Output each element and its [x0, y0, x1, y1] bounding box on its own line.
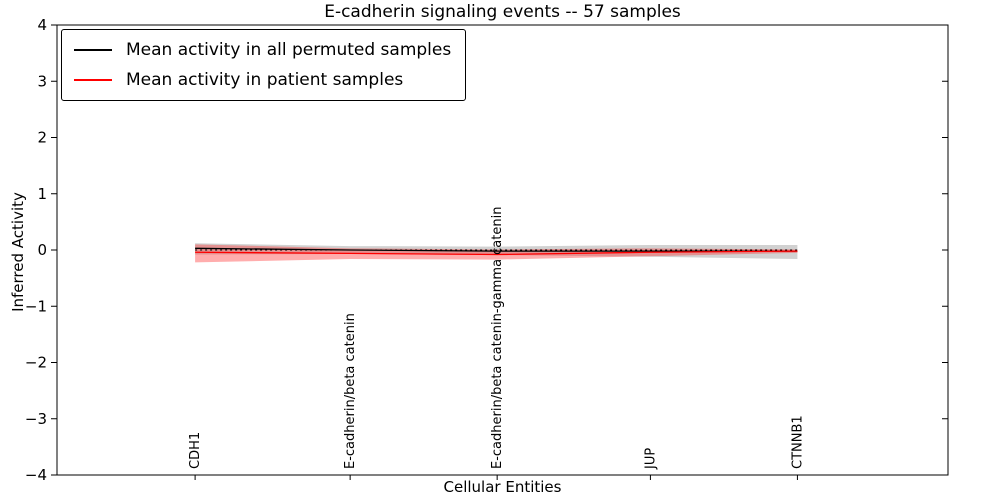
legend-item-permuted: Mean activity in all permuted samples — [74, 36, 451, 64]
chart-title: E-cadherin signaling events -- 57 sample… — [324, 2, 681, 22]
y-tick-label: 1 — [37, 185, 47, 203]
y-tick-label: 4 — [37, 16, 47, 34]
y-tick-label: −2 — [25, 354, 47, 372]
legend-label-permuted: Mean activity in all permuted samples — [126, 40, 452, 60]
y-tick-label: 3 — [37, 72, 47, 90]
y-tick-label: 0 — [37, 241, 47, 259]
x-tick-label: CDH1 — [188, 432, 203, 469]
legend-label-patient: Mean activity in patient samples — [126, 70, 404, 90]
patient-confidence-band — [195, 244, 798, 263]
permuted-mean-line — [195, 247, 798, 252]
x-tick-label: JUP — [643, 448, 658, 470]
y-axis-label: Inferred Activity — [9, 192, 27, 312]
y-tick-label: 2 — [37, 129, 47, 147]
legend-item-patient: Mean activity in patient samples — [74, 66, 451, 94]
y-tick-label: −3 — [25, 410, 47, 428]
x-tick-label: E-cadherin/beta catenin-gamma catenin — [490, 207, 505, 469]
x-axis-label: Cellular Entities — [443, 478, 562, 496]
y-tick-label: −1 — [25, 297, 47, 315]
legend-line-patient-icon — [74, 79, 112, 81]
patient-mean-line — [195, 250, 798, 256]
legend-line-permuted-icon — [74, 49, 112, 51]
legend: Mean activity in all permuted samples Me… — [61, 29, 467, 101]
x-tick-label: CTNNB1 — [790, 415, 805, 469]
y-tick-label: −4 — [25, 466, 47, 484]
x-tick-label: E-cadherin/beta catenin — [343, 313, 358, 469]
